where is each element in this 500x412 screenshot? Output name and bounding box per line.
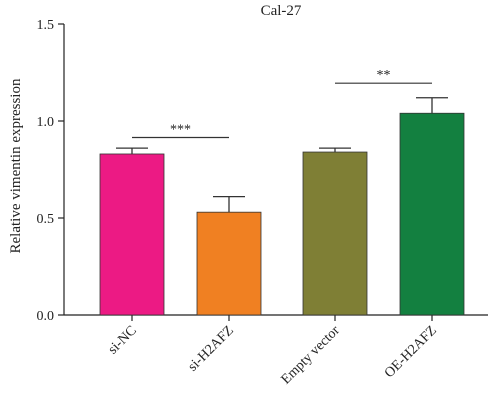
bar-si-nc xyxy=(99,153,165,316)
significance-label: ** xyxy=(377,68,391,83)
y-axis-label: Relative vimentin expression xyxy=(8,78,24,253)
x-tick-label: OE-H2AFZ xyxy=(382,323,440,381)
bar-si-h2afz xyxy=(196,211,262,316)
x-tick-label: si-NC xyxy=(106,323,140,357)
significance-label: *** xyxy=(170,122,191,137)
y-tick-label: 0.0 xyxy=(37,309,55,324)
x-tick-label: Empty vector xyxy=(279,323,343,387)
bars: ***** xyxy=(99,68,465,316)
x-tick-label: si-H2AFZ xyxy=(186,323,237,374)
bar-empty-vector xyxy=(302,151,368,316)
chart-title: Cal-27 xyxy=(261,3,302,19)
bar-oe-h2afz xyxy=(399,112,465,316)
y-tick-label: 1.5 xyxy=(37,18,55,33)
y-tick-label: 1.0 xyxy=(37,115,55,130)
y-tick-label: 0.5 xyxy=(37,212,55,227)
